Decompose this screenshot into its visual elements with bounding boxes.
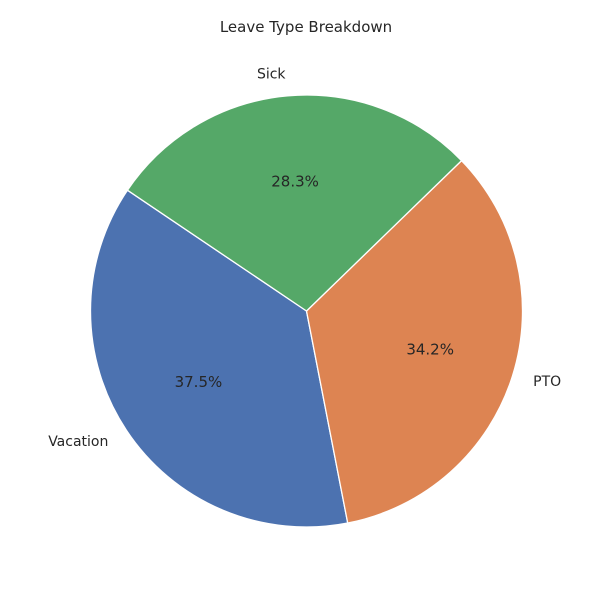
- pie-slices: [89, 94, 524, 528]
- pie-slice-vacation: [89, 189, 349, 528]
- pie-slice-sick: [126, 94, 463, 312]
- slice-label-pto: PTO: [533, 374, 561, 390]
- pie-slice-pto: [305, 159, 524, 524]
- slice-label-sick: Sick: [257, 66, 286, 82]
- percent-label-sick: 28.3%: [271, 172, 319, 190]
- percent-label-pto: 34.2%: [406, 340, 454, 358]
- percent-label-vacation: 37.5%: [175, 373, 223, 391]
- pie-labels: Vacation 37.5% PTO 34.2% Sick 28.3%: [48, 66, 561, 450]
- chart-title: Leave Type Breakdown: [220, 18, 392, 36]
- slice-label-vacation: Vacation: [48, 434, 108, 450]
